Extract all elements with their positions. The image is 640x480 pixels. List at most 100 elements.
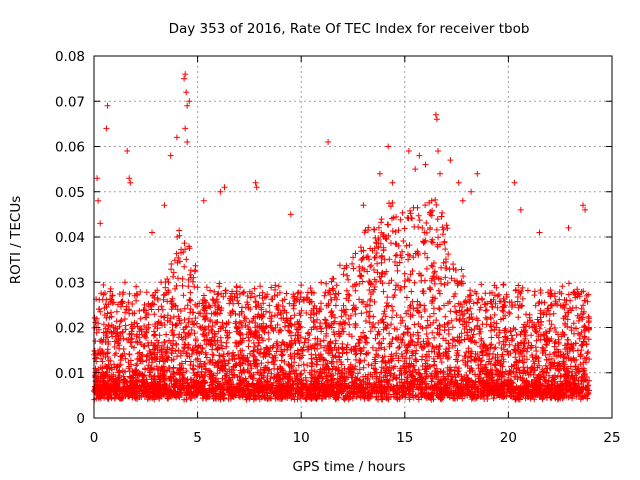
data-point [579,342,586,349]
data-point [341,309,348,316]
data-point [332,337,339,344]
data-point [126,351,133,358]
data-point [460,273,467,280]
data-point [321,292,328,299]
data-point [488,341,495,348]
data-point [189,365,196,372]
data-point [408,288,415,295]
data-point [328,308,335,315]
data-point [371,267,377,273]
data-point [388,321,395,328]
data-point [531,360,538,367]
data-point [565,336,572,343]
data-point [548,301,555,308]
data-point [290,305,297,312]
data-point [578,305,585,312]
data-point [383,325,390,332]
data-point [176,227,183,234]
data-point [279,303,286,310]
data-point [392,286,399,293]
data-point [96,306,103,312]
data-point [156,332,163,339]
data-point [141,301,148,308]
data-point [496,291,502,298]
data-point [436,290,443,297]
data-point [225,350,232,357]
data-point [179,282,186,289]
data-point [189,318,196,325]
data-point [168,261,175,267]
data-point [307,285,314,292]
data-point [378,219,385,226]
data-point [444,225,451,232]
data-point [500,281,507,288]
data-point [183,256,190,263]
data-point [141,342,148,349]
data-point [367,263,374,270]
data-point [444,320,451,327]
data-point [118,317,125,324]
data-point [489,304,496,311]
data-point [236,355,243,362]
data-point [168,266,175,273]
data-point [181,240,188,247]
data-point [268,370,275,377]
data-point [560,302,567,309]
data-point [178,360,185,367]
data-point [367,245,374,252]
data-point [438,359,445,366]
data-point [181,316,188,323]
data-point [583,359,589,366]
data-point [304,362,311,369]
data-point [255,342,261,349]
data-point [245,343,252,350]
data-point [275,283,282,290]
data-point [207,287,214,294]
data-point [520,359,527,366]
data-point [294,290,301,297]
data-point [360,344,367,351]
data-point [482,314,489,321]
data-point [100,321,107,328]
data-point [303,310,310,316]
data-point [381,353,388,360]
data-point [379,316,386,323]
data-point [399,317,406,324]
data-point [256,292,263,299]
data-point [417,341,424,348]
data-point [333,282,340,289]
data-point [95,320,102,327]
data-point [421,238,428,245]
data-point [258,360,265,367]
data-point [580,359,587,366]
data-point [372,254,379,260]
data-point [122,309,129,316]
data-point [430,355,437,362]
data-point [174,234,181,240]
data-point [133,297,140,304]
data-point [202,349,209,356]
data-point [368,362,375,369]
data-point [433,226,440,233]
data-point [185,283,192,290]
data-point [180,292,187,299]
data-point [585,315,592,322]
data-point [475,295,482,302]
data-point [352,311,359,317]
data-point [318,279,325,286]
data-point [397,216,404,223]
data-point [230,381,237,388]
data-point [137,315,144,322]
data-point [458,266,465,273]
data-point [447,368,454,375]
data-point [581,333,588,340]
data-point [427,224,433,231]
data-point [451,303,458,310]
data-point [215,299,221,305]
data-point [359,255,366,262]
data-point [191,268,198,275]
data-point [217,334,224,341]
data-point [126,310,133,317]
data-point [103,304,110,310]
data-point [435,287,442,294]
